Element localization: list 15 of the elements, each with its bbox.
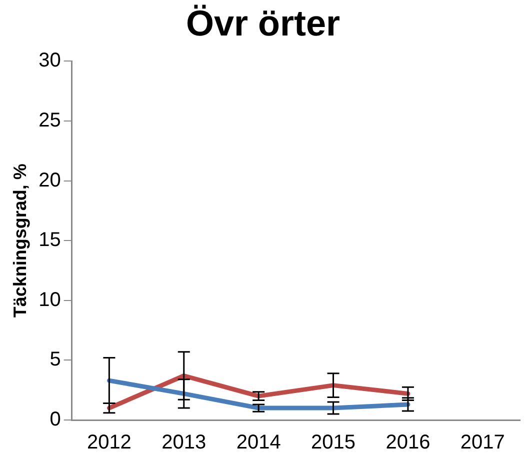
y-tick-label: 15 — [38, 229, 61, 252]
x-tick-label: 2017 — [460, 432, 505, 454]
y-tick-label: 0 — [50, 408, 61, 431]
y-tick-label: 30 — [38, 50, 61, 72]
x-tick-label: 2012 — [86, 432, 132, 454]
y-axis-title: Täckningsgrad, % — [10, 164, 30, 318]
y-tick-label: 10 — [38, 288, 61, 311]
x-tick-label: 2014 — [236, 432, 281, 454]
x-tick-label: 2016 — [386, 432, 430, 454]
x-tick-label: 2013 — [162, 432, 206, 454]
x-tick-label: 2015 — [311, 432, 356, 454]
y-tick-label: 20 — [38, 169, 61, 192]
y-tick-label: 25 — [38, 110, 61, 132]
chart-title: Övr örter — [186, 2, 340, 44]
y-tick-label: 5 — [50, 348, 61, 371]
